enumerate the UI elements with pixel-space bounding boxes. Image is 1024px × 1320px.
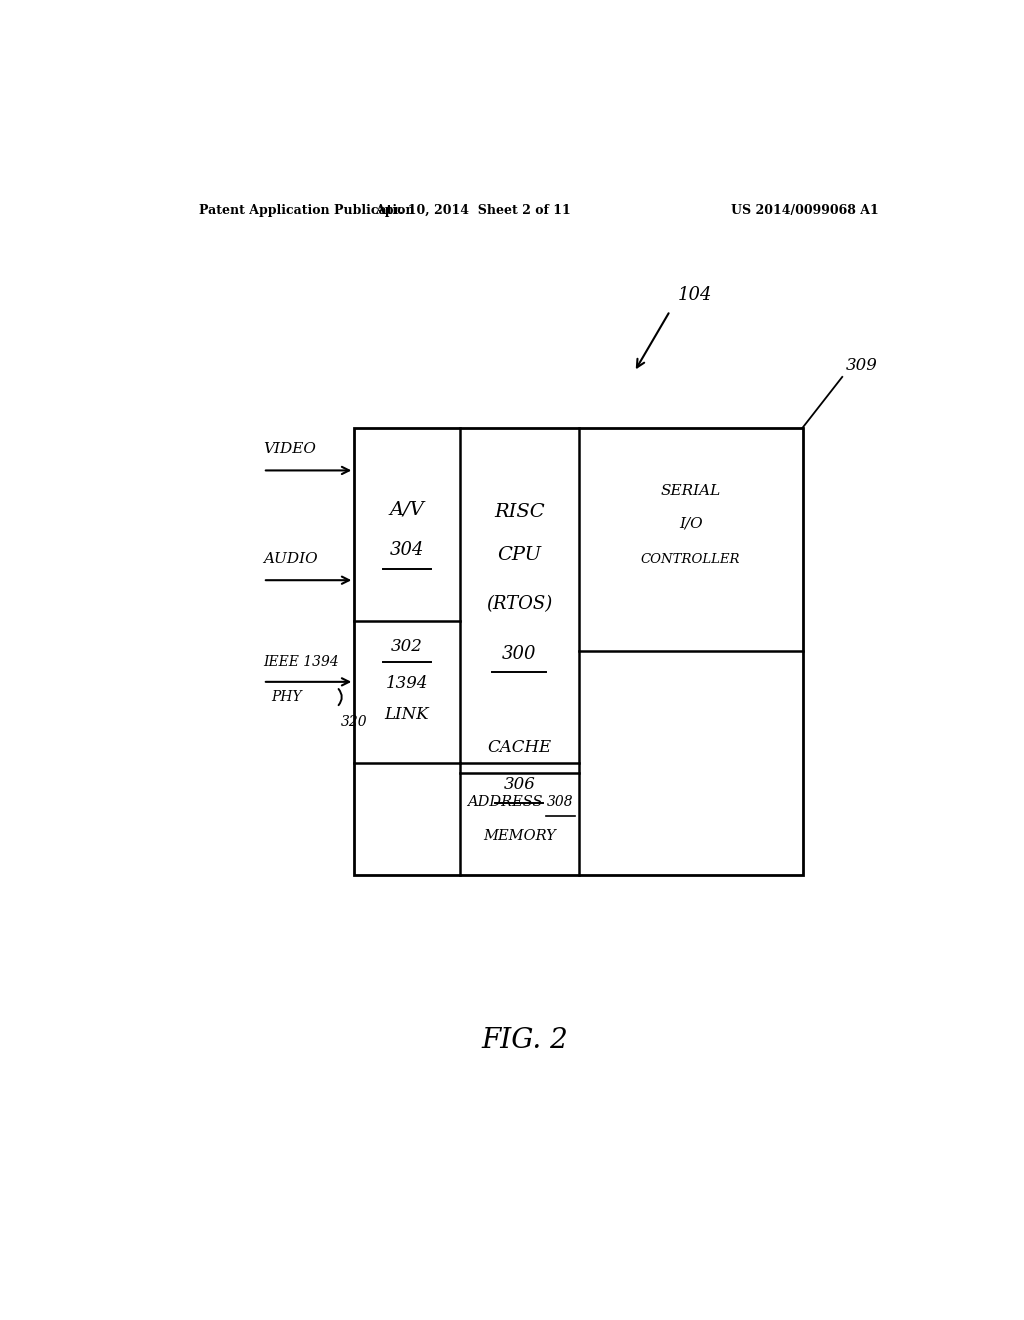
Text: PHY: PHY bbox=[270, 690, 301, 704]
Bar bbox=[354, 428, 803, 875]
Text: CPU: CPU bbox=[498, 545, 542, 564]
Text: AUDIO: AUDIO bbox=[263, 552, 317, 566]
Text: 304: 304 bbox=[390, 541, 424, 558]
Text: (RTOS): (RTOS) bbox=[486, 594, 552, 612]
Text: SERIAL: SERIAL bbox=[660, 483, 721, 498]
Text: A/V: A/V bbox=[389, 500, 424, 517]
Text: ADDRESS: ADDRESS bbox=[467, 795, 543, 809]
Text: US 2014/0099068 A1: US 2014/0099068 A1 bbox=[731, 205, 879, 216]
Text: 306: 306 bbox=[504, 776, 536, 793]
Text: MEMORY: MEMORY bbox=[483, 829, 556, 843]
Text: CACHE: CACHE bbox=[487, 739, 551, 756]
Text: 1394: 1394 bbox=[386, 676, 428, 693]
Text: Apr. 10, 2014  Sheet 2 of 11: Apr. 10, 2014 Sheet 2 of 11 bbox=[376, 205, 571, 216]
Text: RISC: RISC bbox=[494, 503, 545, 521]
Text: VIDEO: VIDEO bbox=[263, 442, 315, 457]
Text: IEEE 1394: IEEE 1394 bbox=[263, 655, 339, 669]
Text: 309: 309 bbox=[846, 356, 879, 374]
Text: 302: 302 bbox=[391, 638, 423, 655]
Text: 300: 300 bbox=[502, 645, 537, 664]
Text: 308: 308 bbox=[547, 795, 573, 809]
Text: FIG. 2: FIG. 2 bbox=[481, 1027, 568, 1055]
Text: LINK: LINK bbox=[385, 706, 429, 723]
Text: CONTROLLER: CONTROLLER bbox=[641, 553, 740, 566]
Text: 104: 104 bbox=[678, 285, 713, 304]
Text: 320: 320 bbox=[341, 715, 368, 730]
Text: Patent Application Publication: Patent Application Publication bbox=[200, 205, 415, 216]
Text: I/O: I/O bbox=[679, 516, 702, 531]
